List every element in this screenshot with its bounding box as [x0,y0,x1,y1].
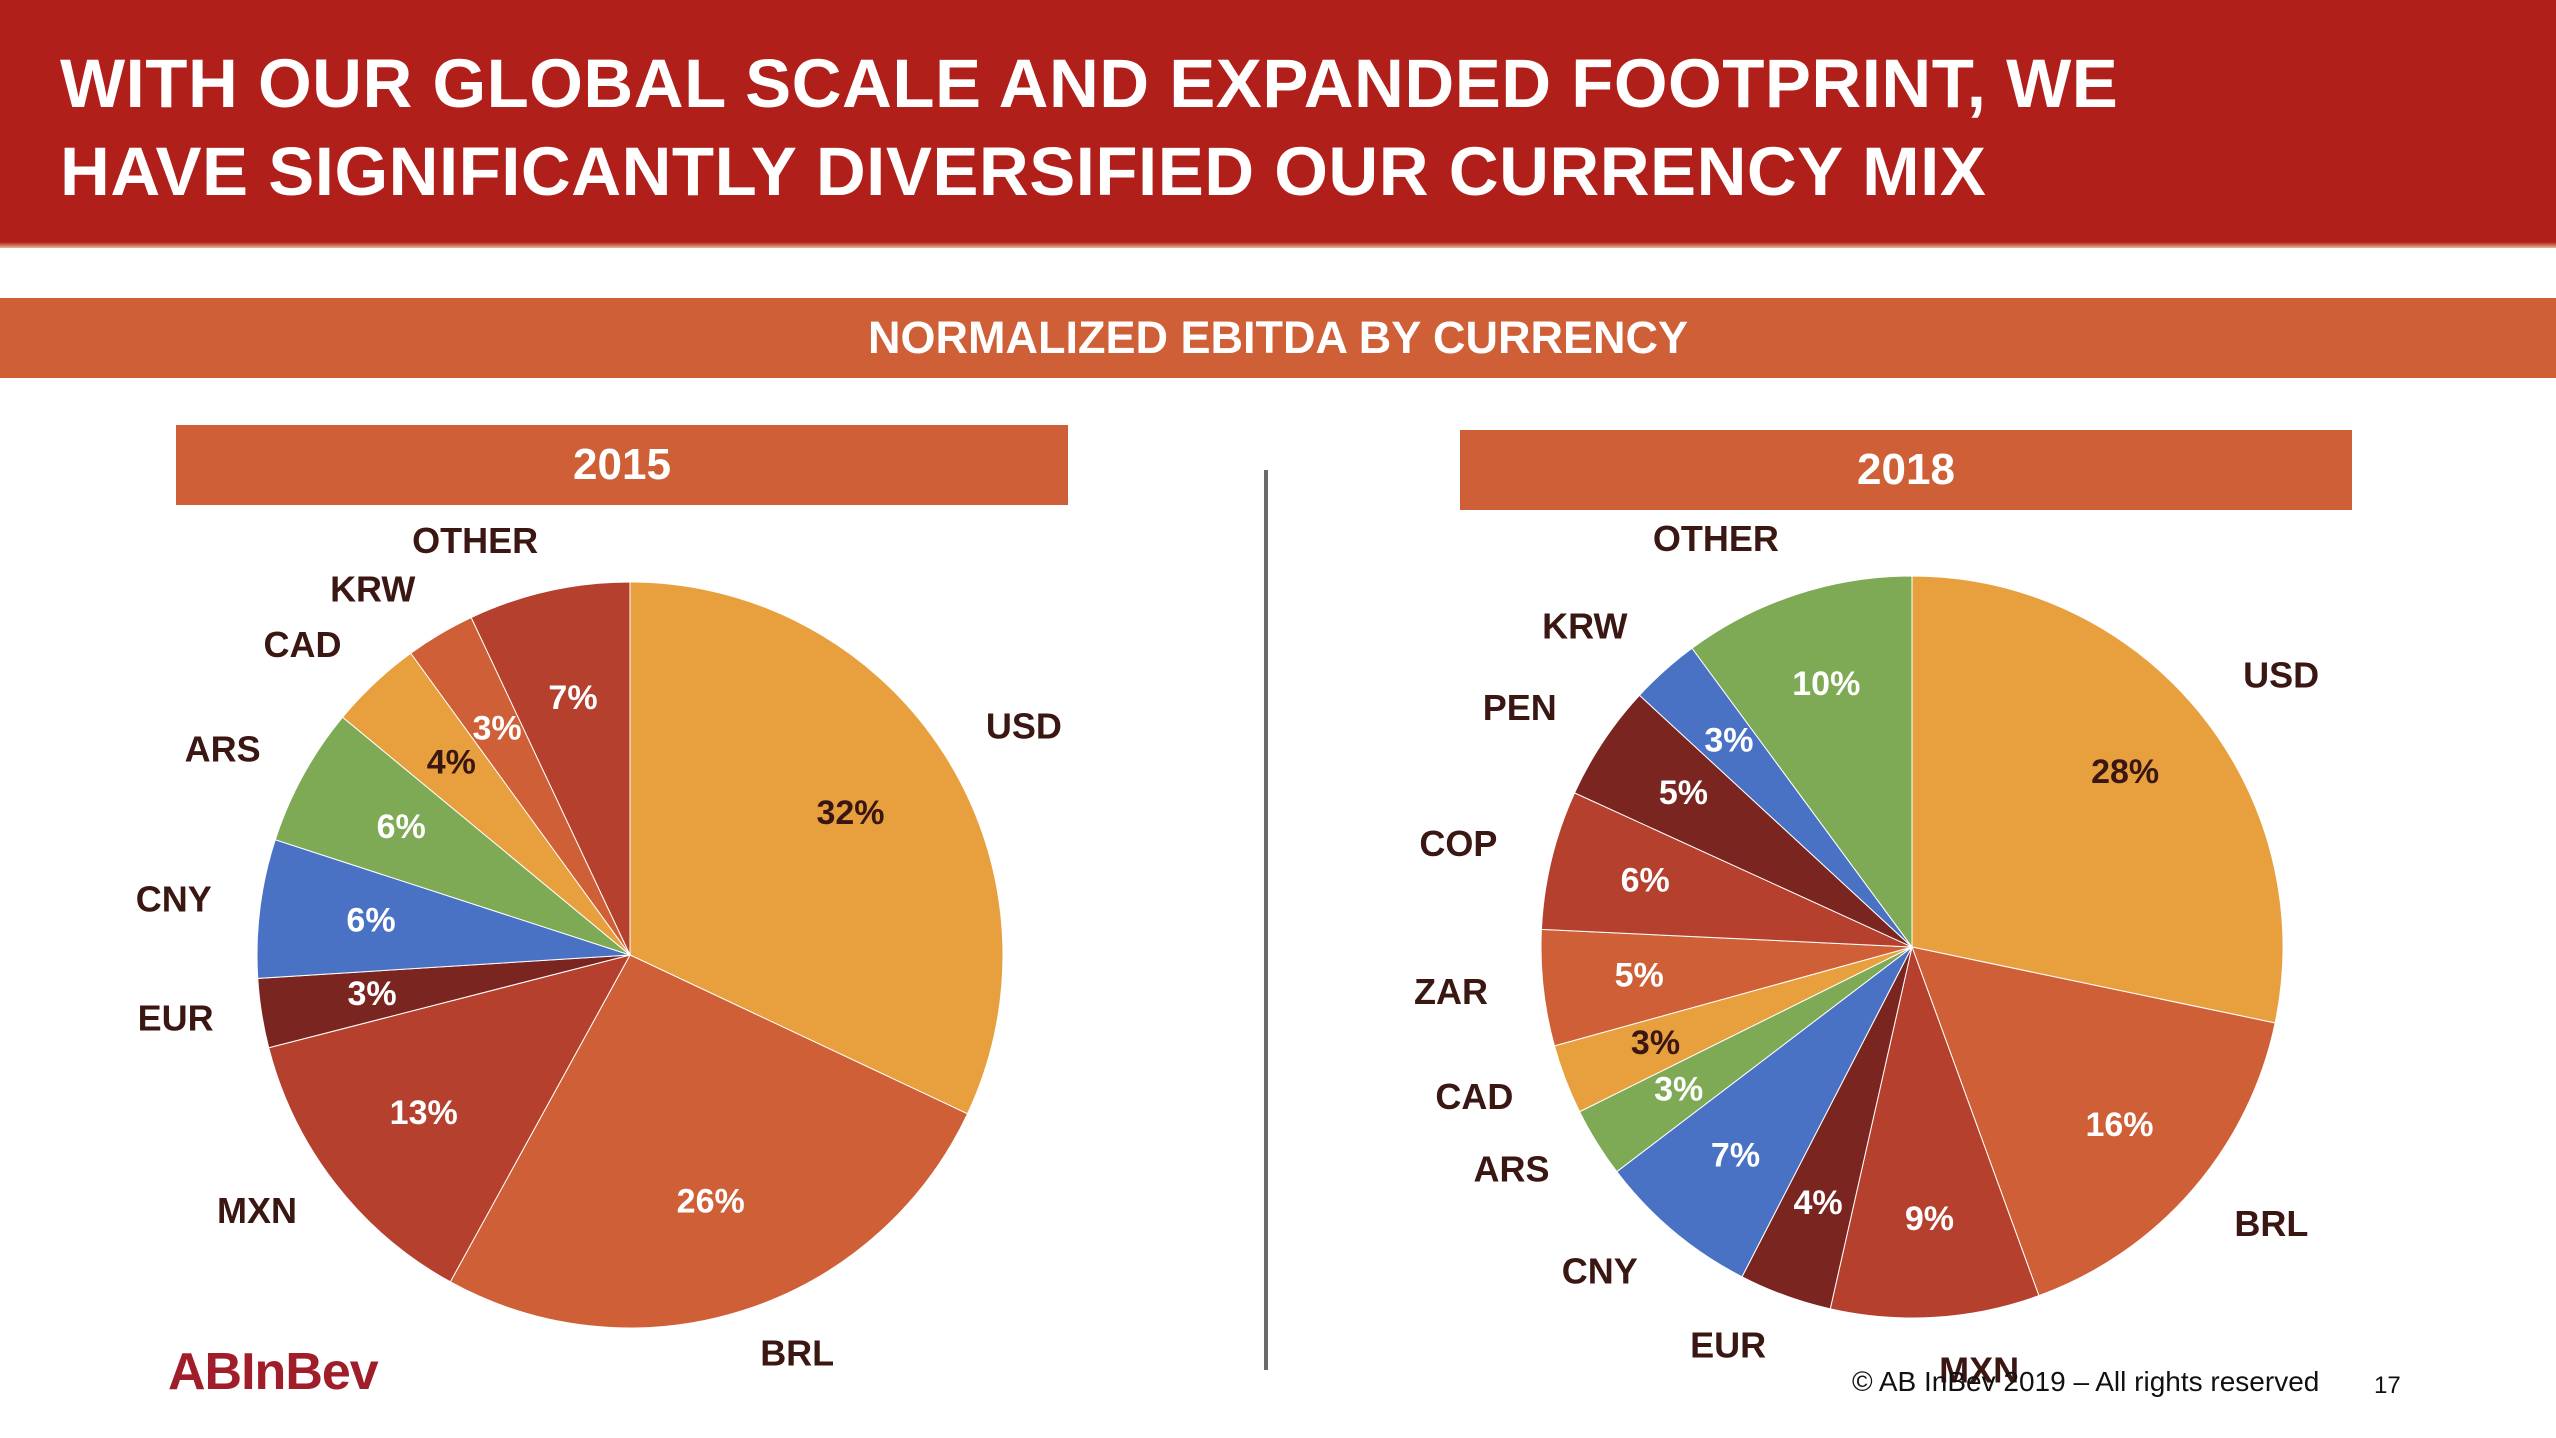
page-title-line-2: HAVE SIGNIFICANTLY DIVERSIFIED OUR CURRE… [60,133,1987,210]
slice-name-eur: EUR [1690,1324,1766,1365]
title-bar-shade [0,242,2556,248]
slice-value-pen: 5% [1659,774,1708,812]
slice-value-eur: 3% [348,975,397,1013]
slice-name-brl: BRL [2234,1203,2308,1244]
slice-value-brl: 16% [2085,1106,2153,1144]
pie-slice-brl [449,954,969,1329]
slice-value-cny: 6% [346,901,395,939]
page-title-line-1: WITH OUR GLOBAL SCALE AND EXPANDED FOOTP… [60,45,2119,122]
slice-value-mxn: 9% [1905,1200,1954,1238]
chart-title-2015: 2015 [176,425,1068,505]
slice-name-krw: KRW [1542,606,1627,647]
slice-value-cop: 6% [1621,861,1670,899]
title-bar: WITH OUR GLOBAL SCALE AND EXPANDED FOOTP… [0,0,2556,248]
slice-value-cad: 3% [1631,1024,1680,1062]
slice-name-cny: CNY [136,879,212,920]
pie-slice-cny [256,839,631,979]
slice-value-usd: 28% [2091,753,2159,791]
slice-value-brl: 26% [677,1182,745,1220]
copyright-text: © AB InBev 2019 – All rights reserved [1852,1366,2320,1397]
slice-name-cop: COP [1419,823,1497,864]
slice-name-other: OTHER [1653,518,1779,559]
page-number: 17 [2374,1372,2401,1399]
pie-slice-ars [274,716,631,956]
abinbev-logo: ABInBev [168,1343,379,1401]
section-subtitle: NORMALIZED EBITDA BY CURRENCY [0,298,2556,378]
pie-slice-other [1691,575,1913,949]
slice-value-ars: 6% [377,808,426,846]
slice-value-krw: 3% [473,709,522,747]
slice-name-cad: CAD [264,624,342,665]
pie-slice-cny [1616,946,1913,1278]
slice-value-cad: 4% [427,744,476,782]
chart-title-2018: 2018 [1460,430,2352,510]
slice-name-cny: CNY [1562,1250,1638,1291]
pie-2015: 32% USD 26% BRL 13% MXN 3% EUR 6% CNY 6% ARS 4% CAD 3%… [136,520,1062,1373]
slice-value-mxn: 13% [390,1094,458,1132]
slice-name-mxn: MXN [1939,1349,2019,1390]
pie-slice-usd [629,581,1004,1115]
slice-value-zar: 5% [1615,956,1664,994]
chart-divider [1264,470,1268,1370]
slice-name-other: OTHER [412,520,538,561]
slice-name-mxn: MXN [217,1190,297,1231]
slice-name-brl: BRL [760,1332,834,1373]
slice-name-ars: ARS [1473,1148,1549,1189]
slice-value-cny: 7% [1711,1136,1760,1174]
slice-name-eur: EUR [138,997,214,1038]
slice-name-zar: ZAR [1414,971,1488,1012]
slice-value-krw: 3% [1704,721,1753,759]
pie-2018: 28% USD 16% BRL 9% MXN 4% EUR 7% CNY 3% ARS 3% CAD 5% Z… [1414,518,2319,1390]
slice-value-other: 7% [548,679,597,717]
slice-value-eur: 4% [1794,1184,1843,1222]
pie-slice-other [470,581,631,956]
slice-value-other: 10% [1792,665,1860,703]
slice-name-pen: PEN [1483,687,1557,728]
pie-slice-mxn [268,954,631,1283]
pie-slice-usd [1911,575,2284,1024]
slice-name-usd: USD [2243,655,2319,696]
slice-name-ars: ARS [185,728,261,769]
slice-name-cad: CAD [1435,1076,1513,1117]
slice-name-krw: KRW [330,569,415,610]
slice-value-usd: 32% [816,794,884,832]
pie-slice-cop [1540,792,1913,948]
slice-value-ars: 3% [1654,1071,1703,1109]
slice-name-usd: USD [986,706,1062,747]
pie-slice-brl [1911,946,2276,1297]
pie-slice-mxn [1829,945,2040,1319]
